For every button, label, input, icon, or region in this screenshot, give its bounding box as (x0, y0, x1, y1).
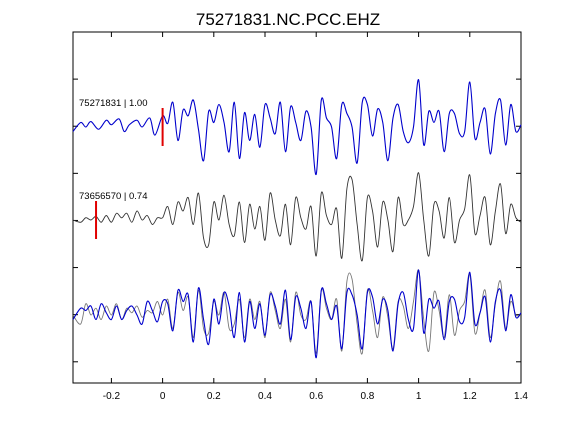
chart-title: 75271831.NC.PCC.EHZ (196, 10, 380, 29)
trace-primary (72, 79, 522, 175)
y-axis-ticks (73, 78, 521, 363)
x-tick-label: 1.2 (463, 391, 477, 402)
x-tick-label: 0.8 (360, 391, 374, 402)
x-tick-label: 0.6 (309, 391, 323, 402)
trace-lines (72, 79, 522, 359)
x-tick-label: -0.2 (103, 391, 121, 402)
x-tick-label: 0.4 (258, 391, 272, 402)
x-tick-label: 0 (160, 391, 166, 402)
trace-primary-overlay (72, 269, 522, 359)
x-axis: -0.2 0 0.2 0.4 0.6 0.8 1 1.2 1.4 (103, 32, 528, 402)
trace-secondary (72, 172, 522, 262)
pick-markers (95, 108, 164, 239)
x-tick-label: 1 (416, 391, 422, 402)
trace-label-1: 75271831 | 1.00 (79, 98, 148, 109)
trace-label-2: 73656570 | 0.74 (79, 191, 148, 202)
plot-frame (72, 31, 522, 384)
x-tick-label: 0.2 (207, 391, 221, 402)
trace-overlay (72, 269, 522, 355)
x-tick-label: 1.4 (514, 391, 528, 402)
